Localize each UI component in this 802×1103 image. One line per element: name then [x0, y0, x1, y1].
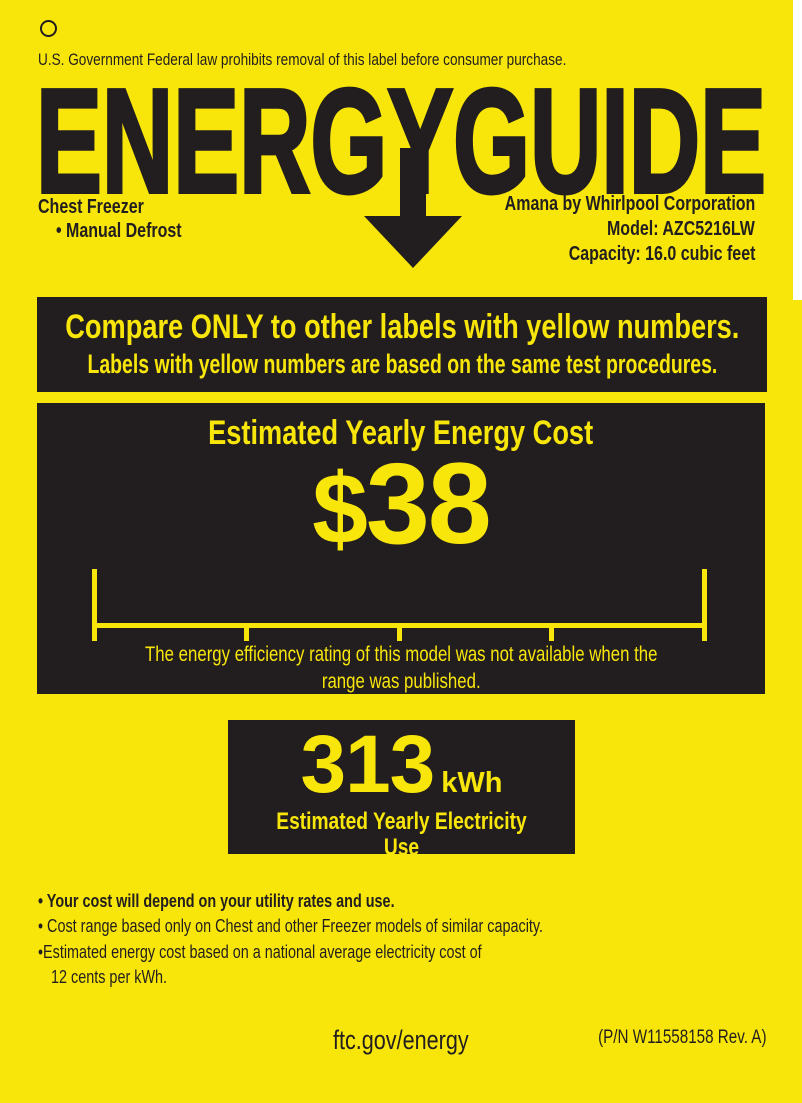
- compare-banner: Compare ONLY to other labels with yellow…: [37, 297, 767, 392]
- electricity-use-box: 313 kWh Estimated Yearly Electricity Use: [228, 720, 575, 861]
- scan-margin: [793, 0, 802, 300]
- scale-left-end-tick: [92, 569, 97, 641]
- part-number: (P/N W11558158 Rev. A): [598, 1027, 767, 1048]
- footnotes: • Your cost will depend on your utility …: [38, 889, 669, 991]
- product-feature: • Manual Defrost: [56, 220, 182, 242]
- legal-notice: U.S. Government Federal law prohibits re…: [38, 50, 698, 70]
- footnote-line: • Cost range based only on Chest and oth…: [38, 916, 544, 937]
- footnote-line: •Estimated energy cost based on a nation…: [38, 941, 482, 962]
- range-note-line1: The energy efficiency rating of this mod…: [144, 643, 658, 666]
- down-arrow-icon: [364, 148, 462, 268]
- kwh-unit: kWh: [441, 767, 503, 799]
- footnote-line: 12 cents per kWh.: [51, 967, 168, 988]
- legal-notice-text: U.S. Government Federal law prohibits re…: [38, 50, 567, 69]
- ftc-website: ftc.gov/energy: [333, 1025, 469, 1055]
- electricity-use-value-row: 313 kWh: [228, 724, 575, 806]
- scale-minor-tick: [549, 623, 554, 641]
- scale-minor-tick: [244, 623, 249, 641]
- manufacturer-block: Amana by Whirlpool Corporation Model: AZ…: [442, 192, 755, 267]
- currency-symbol: $: [312, 453, 368, 565]
- range-unavailable-note: The energy efficiency rating of this mod…: [37, 641, 765, 695]
- footnote-line: • Your cost will depend on your utility …: [38, 891, 395, 911]
- punch-hole-icon: [40, 20, 57, 37]
- kwh-value: 313: [300, 719, 435, 810]
- scale-right-end-tick: [702, 569, 707, 641]
- energy-cost-box: Estimated Yearly Energy Cost $38 The ene…: [37, 403, 765, 694]
- manufacturer-model: Model: AZC5216LW: [607, 218, 755, 240]
- manufacturer-capacity: Capacity: 16.0 cubic feet: [568, 243, 755, 265]
- energyguide-logo: ENERGYGUIDE: [34, 57, 768, 268]
- cost-amount: 38: [365, 440, 492, 568]
- range-note-line2: range was published.: [321, 670, 481, 693]
- logo-wordmark: ENERGYGUIDE: [36, 59, 766, 224]
- compare-banner-line1: Compare ONLY to other labels with yellow…: [64, 308, 740, 347]
- manufacturer-name: Amana by Whirlpool Corporation: [504, 193, 755, 215]
- yearly-cost-value: $38: [37, 447, 765, 562]
- product-category: Chest Freezer: [38, 196, 144, 218]
- cost-range-scale: [92, 569, 707, 641]
- electricity-use-caption: Estimated Yearly Electricity Use: [276, 808, 527, 862]
- compare-banner-line2: Labels with yellow numbers are based on …: [87, 348, 717, 379]
- scale-minor-tick: [397, 623, 402, 641]
- cost-box-title: Estimated Yearly Energy Cost: [208, 414, 594, 452]
